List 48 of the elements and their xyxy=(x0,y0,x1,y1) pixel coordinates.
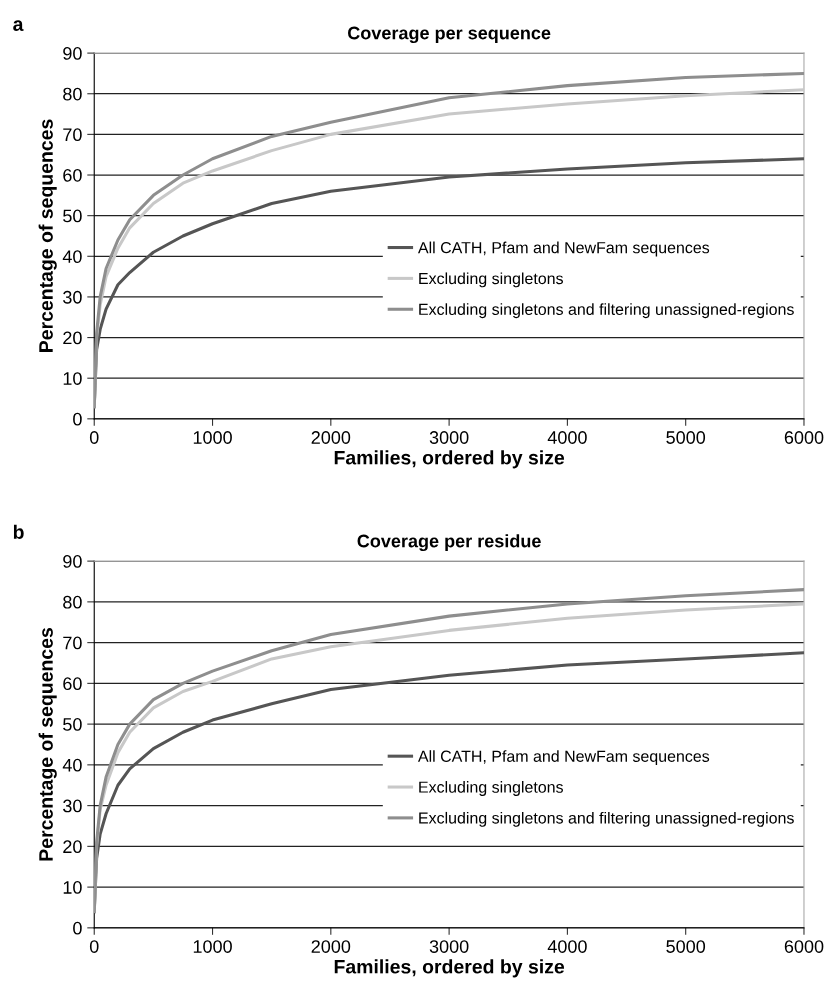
x-tick-label: 4000 xyxy=(547,940,587,953)
y-tick-label: 80 xyxy=(63,595,82,609)
y-tick-label: 90 xyxy=(63,47,82,60)
chart-title: Coverage per sequence xyxy=(348,26,551,44)
y-tick-label: 50 xyxy=(63,718,82,731)
x-tick-label: 2000 xyxy=(311,940,351,953)
x-tick-label: 0 xyxy=(89,940,99,953)
text: a xyxy=(13,20,24,31)
x-tick-label: 3000 xyxy=(429,431,469,444)
x-tick-label: 6000 xyxy=(784,431,824,444)
y-tick-label: 70 xyxy=(63,636,82,650)
x-tick-label: 2000 xyxy=(311,431,351,444)
y-axis-title: Percentage of sequences xyxy=(38,119,57,352)
legend-label: Excluding singletons xyxy=(419,272,563,288)
legend-label: All CATH, Pfam and NewFam sequences xyxy=(417,241,710,257)
y-tick-label: 10 xyxy=(63,881,82,894)
x-tick-label: 1000 xyxy=(193,940,232,953)
y-tick-label: 60 xyxy=(63,168,82,182)
y-tick-label: 90 xyxy=(63,555,82,568)
y-tick-label: 60 xyxy=(63,677,82,691)
x-tick-label: 4000 xyxy=(547,431,587,444)
legend-label: Excluding singletons and filtering unassigned-regions xyxy=(419,811,794,827)
x-tick-label: 1000 xyxy=(193,431,232,444)
legend-label: All CATH, Pfam and NewFam sequences xyxy=(417,750,710,766)
y-tick-label: 10 xyxy=(63,372,82,385)
chart-title: Coverage per residue xyxy=(357,534,541,552)
x-tick-label: 6000 xyxy=(784,940,824,953)
y-tick-label: 30 xyxy=(63,799,82,813)
y-tick-label: 40 xyxy=(62,250,82,264)
legend-label: Excluding singletons xyxy=(419,781,563,796)
y-tick-label: 70 xyxy=(63,128,82,142)
x-axis-title: Families, ordered by size xyxy=(334,450,565,469)
x-tick-label: 5000 xyxy=(666,940,706,953)
x-tick-label: 0 xyxy=(89,431,99,444)
x-axis-title: Families, ordered by size xyxy=(334,959,565,978)
y-tick-label: 50 xyxy=(63,209,82,223)
legend-label: Excluding singletons and filtering unassigned-regions xyxy=(419,303,794,319)
y-tick-label: 30 xyxy=(63,290,82,304)
y-tick-label: 80 xyxy=(63,87,82,101)
x-tick-label: 5000 xyxy=(666,431,706,444)
y-tick-label: 40 xyxy=(62,758,82,772)
y-tick-label: 0 xyxy=(73,412,82,426)
y-tick-label: 0 xyxy=(73,921,82,935)
text: b xyxy=(13,524,24,539)
x-tick-label: 3000 xyxy=(429,940,469,953)
y-axis-title: Percentage of sequences xyxy=(38,628,57,861)
y-tick-label: 20 xyxy=(63,840,82,854)
y-tick-label: 20 xyxy=(63,331,82,345)
